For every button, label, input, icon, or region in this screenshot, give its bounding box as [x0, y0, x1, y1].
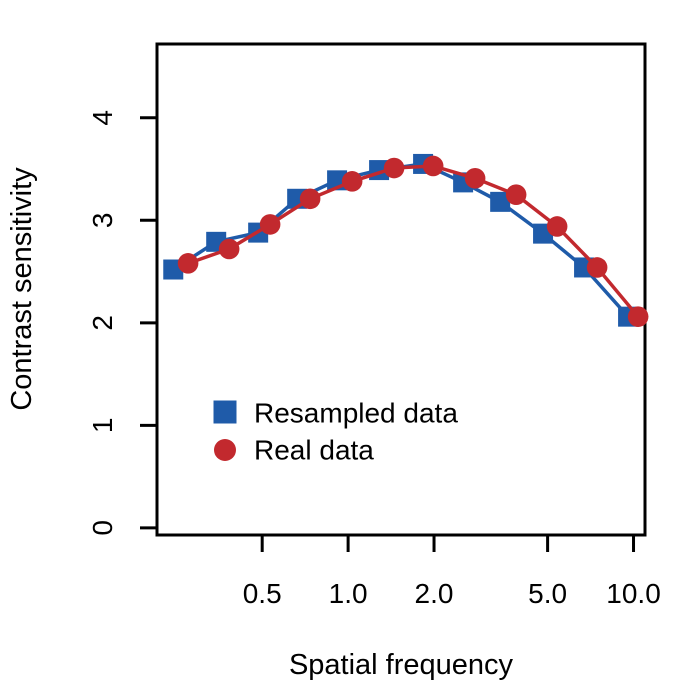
legend-label-real: Real data [254, 435, 374, 466]
x-tick-label: 1.0 [329, 578, 368, 609]
data-point-circle [299, 188, 321, 210]
legend-label-resampled: Resampled data [254, 398, 458, 429]
y-axis-title: Contrast sensitivity [6, 167, 38, 411]
x-tick-label: 0.5 [243, 578, 282, 609]
x-axis-title: Spatial frequency [289, 649, 514, 681]
x-tick-label: 5.0 [528, 578, 567, 609]
y-tick-label: 1 [87, 418, 118, 434]
data-point-circle [586, 257, 608, 278]
data-point-circle [218, 238, 240, 260]
data-point-square [490, 191, 511, 212]
data-point-circle [627, 306, 649, 327]
data-point-circle [259, 214, 281, 235]
data-point-circle [341, 171, 363, 192]
data-point-circle [177, 253, 199, 274]
data-point-circle [505, 184, 527, 205]
data-series [163, 153, 649, 327]
y-tick-label: 4 [87, 110, 118, 126]
data-point-circle [464, 167, 486, 189]
data-point-circle [546, 216, 568, 237]
y-tick-label: 2 [87, 315, 118, 331]
legend-marker-resampled-square-icon [213, 400, 237, 424]
data-point-circle [383, 157, 405, 179]
data-point-circle [422, 155, 444, 177]
x-tick-label: 10.0 [606, 578, 661, 609]
x-tick-label: 2.0 [415, 578, 454, 609]
plot-box [155, 42, 647, 537]
x-axis-ticks: 0.5 1.0 2.0 5.0 10.0 [243, 535, 661, 609]
y-tick-label: 3 [87, 213, 118, 229]
legend-marker-real-circle-icon [214, 439, 236, 461]
y-axis-ticks: 0 1 2 3 4 [87, 110, 157, 536]
legend: Resampled data Real data [213, 398, 458, 466]
y-tick-label: 0 [87, 520, 118, 536]
